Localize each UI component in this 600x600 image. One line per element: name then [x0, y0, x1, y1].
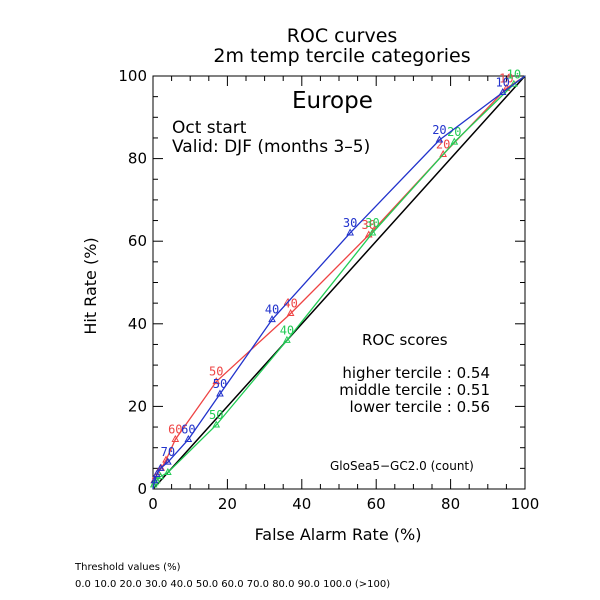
point-label: 70	[161, 445, 175, 459]
data-point	[286, 308, 295, 316]
data-point	[212, 420, 221, 428]
region-label: Europe	[292, 88, 373, 114]
y-tick-label: 20	[128, 397, 147, 415]
chart-title: ROC curves	[287, 25, 398, 47]
threshold-title: Threshold values (%)	[75, 562, 181, 573]
data-point	[156, 463, 165, 471]
data-point	[184, 434, 193, 442]
roc-score: higher tercile : 0.54	[342, 364, 490, 382]
point-label: 10	[495, 76, 509, 90]
x-axis-label: False Alarm Rate (%)	[255, 525, 422, 544]
roc-score: middle tercile : 0.51	[339, 381, 490, 399]
x-tick-label: 60	[367, 495, 386, 513]
x-tick-label: 20	[218, 495, 237, 513]
x-tick-label: 0	[148, 495, 158, 513]
data-point	[151, 478, 159, 486]
series-line	[152, 75, 526, 490]
data-point	[435, 135, 444, 143]
point-label: 50	[213, 377, 227, 391]
point-label: 60	[168, 422, 182, 436]
axis-ticks: 0 20 40 60 80 100 0 20 40 60 80 100	[118, 67, 539, 513]
start-label: Oct start	[172, 118, 247, 138]
threshold-values: 0.0 10.0 20.0 30.0 40.0 50.0 60.0 70.0 8…	[75, 579, 391, 590]
x-tick-label: 40	[292, 495, 311, 513]
point-label: 30	[365, 216, 379, 230]
point-label: 30	[343, 216, 357, 230]
point-label: 20	[447, 125, 461, 139]
y-tick-label: 40	[128, 315, 147, 333]
data-point	[368, 228, 377, 236]
x-tick-label: 100	[511, 495, 540, 513]
data-point	[212, 377, 221, 385]
point-label: 50	[209, 365, 223, 379]
y-axis-label: Hit Rate (%)	[81, 237, 100, 334]
point-label: 30	[362, 218, 376, 232]
data-point	[164, 467, 172, 475]
data-point	[346, 228, 355, 236]
y-tick-label: 0	[137, 480, 147, 498]
point-label: 60	[181, 422, 195, 436]
chart-subtitle: 2m temp tercile categories	[213, 45, 470, 67]
y-tick-label: 80	[128, 150, 147, 168]
roc-scores-title: ROC scores	[362, 331, 448, 349]
data-point	[268, 315, 276, 323]
model-label: GloSea5−GC2.0 (count)	[330, 459, 474, 473]
y-tick-label: 100	[118, 67, 147, 85]
point-label: 10	[507, 67, 521, 81]
point-label: 20	[432, 123, 446, 137]
data-point	[498, 87, 507, 96]
data-point	[164, 457, 172, 465]
data-point	[450, 137, 459, 145]
point-label: 50	[209, 408, 223, 422]
roc-score: lower tercile : 0.56	[349, 398, 490, 416]
data-point	[283, 335, 291, 343]
data-point	[216, 389, 224, 397]
point-label: 10	[499, 71, 513, 85]
y-tick-label: 60	[128, 232, 147, 250]
data-point	[150, 476, 159, 484]
point-label: 40	[265, 303, 279, 317]
no-skill-diagonal	[152, 75, 526, 490]
data-point	[171, 434, 180, 442]
point-label: 40	[280, 323, 294, 337]
x-tick-label: 80	[441, 495, 460, 513]
point-label: 20	[436, 137, 450, 151]
series-lower-tercile: 70 60 50 40 30 20 10	[150, 75, 526, 490]
point-label: 40	[283, 296, 297, 310]
data-point	[152, 470, 161, 478]
valid-label: Valid: DJF (months 3–5)	[172, 137, 370, 157]
